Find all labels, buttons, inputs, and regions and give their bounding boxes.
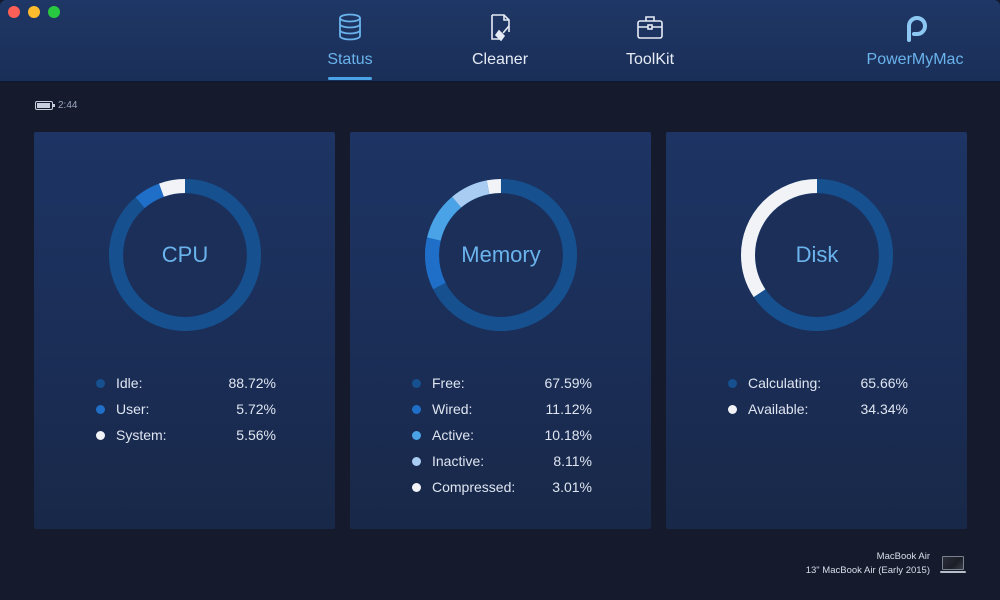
legend-dot [96, 378, 105, 388]
legend-dot [728, 378, 737, 388]
legend-dot [412, 456, 421, 466]
disk-usage-ring: Disk [739, 177, 895, 333]
cpu-usage-ring: CPU [107, 177, 263, 333]
cpu-ring-chart [109, 179, 261, 331]
legend-label: System: [116, 427, 167, 443]
legend-dot [412, 378, 421, 388]
legend-value: 5.56% [236, 427, 276, 443]
tab-cleaner-label: Cleaner [471, 51, 529, 68]
window-controls [8, 6, 60, 18]
legend-value: 65.66% [860, 375, 908, 391]
database-icon [339, 13, 361, 41]
tab-toolkit-label: ToolKit [625, 51, 675, 68]
legend-label: User: [116, 401, 150, 417]
legend-value: 5.72% [236, 401, 276, 417]
legend-dot [412, 404, 421, 414]
legend-row-available: Available: 34.34% [728, 396, 908, 422]
ring-center [756, 194, 878, 316]
ring-segment [425, 179, 577, 331]
legend-row-inactive: Inactive: 8.11% [412, 448, 592, 474]
legend-row-active: Active: 10.18% [412, 422, 592, 448]
legend-dot [96, 404, 105, 414]
device-model: 13" MacBook Air (Early 2015) [805, 565, 930, 576]
disk-legend: Calculating: 65.66% Available: 34.34% [728, 370, 908, 422]
legend-label: Active: [432, 427, 475, 443]
maximize-window-button[interactable] [48, 6, 60, 18]
ring-center [440, 194, 562, 316]
brand: PowerMyMac [860, 0, 970, 82]
legend-row-calculating: Calculating: 65.66% [728, 370, 908, 396]
legend-label: Available: [748, 401, 809, 417]
minimize-window-button[interactable] [28, 6, 40, 18]
legend-row-idle: Idle: 88.72% [96, 370, 276, 396]
legend-label: Idle: [116, 375, 143, 391]
active-tab-indicator [328, 77, 372, 80]
memory-card: Memory Free: 67.59% Wired: 11.12% Active… [350, 132, 651, 529]
legend-dot [728, 404, 737, 414]
broom-document-icon [491, 14, 510, 42]
disk-ring-chart [741, 179, 893, 331]
toolbox-icon [637, 16, 663, 39]
device-name: MacBook Air [876, 551, 930, 562]
legend-label: Calculating: [748, 375, 822, 391]
legend-value: 34.34% [860, 401, 908, 417]
battery-status: 2:44 [35, 100, 77, 111]
memory-usage-ring: Memory [423, 177, 579, 333]
battery-time: 2:44 [58, 100, 78, 111]
cpu-card: CPU Idle: 88.72% User: 5.72% System: 5.5… [34, 132, 335, 529]
legend-label: Inactive: [432, 453, 485, 469]
top-toolbar: Status Cleaner [0, 0, 1000, 82]
tab-status[interactable]: Status [295, 0, 405, 82]
legend-label: Free: [432, 375, 465, 391]
legend-row-system: System: 5.56% [96, 422, 276, 448]
memory-legend: Free: 67.59% Wired: 11.12% Active: 10.18… [412, 370, 592, 500]
legend-value: 67.59% [544, 375, 592, 391]
legend-value: 8.11% [553, 453, 592, 469]
ring-segment [109, 179, 261, 331]
legend-row-free: Free: 67.59% [412, 370, 592, 396]
legend-label: Compressed: [432, 479, 516, 495]
legend-dot [96, 430, 105, 440]
legend-value: 88.72% [228, 375, 276, 391]
legend-value: 11.12% [545, 401, 592, 417]
tab-toolkit[interactable]: ToolKit [595, 0, 705, 82]
legend-dot [412, 430, 421, 440]
disk-title: Disk [795, 242, 839, 267]
ring-segment [741, 179, 893, 331]
ring-segment [425, 179, 577, 331]
legend-dot [412, 482, 421, 492]
device-info: MacBook Air 13" MacBook Air (Early 2015) [806, 550, 966, 578]
legend-row-wired: Wired: 11.12% [412, 396, 592, 422]
battery-icon [35, 101, 55, 110]
legend-label: Wired: [432, 401, 473, 417]
legend-value: 3.01% [552, 479, 592, 495]
macbook-icon [940, 555, 966, 573]
powermymac-logo-icon [907, 16, 927, 42]
tab-status-label: Status [327, 51, 373, 68]
ring-center [124, 194, 246, 316]
memory-title: Memory [461, 242, 541, 267]
legend-value: 10.18% [544, 427, 592, 443]
close-window-button[interactable] [8, 6, 20, 18]
legend-row-compressed: Compressed: 3.01% [412, 474, 592, 500]
brand-label: PowerMyMac [866, 51, 964, 68]
memory-ring-chart [425, 179, 577, 331]
disk-card: Disk Calculating: 65.66% Available: 34.3… [666, 132, 967, 529]
tab-cleaner[interactable]: Cleaner [445, 0, 555, 82]
device-text: MacBook Air 13" MacBook Air (Early 2015) [806, 550, 930, 578]
cpu-title: CPU [161, 242, 209, 267]
cpu-legend: Idle: 88.72% User: 5.72% System: 5.56% [96, 370, 276, 448]
legend-row-user: User: 5.72% [96, 396, 276, 422]
